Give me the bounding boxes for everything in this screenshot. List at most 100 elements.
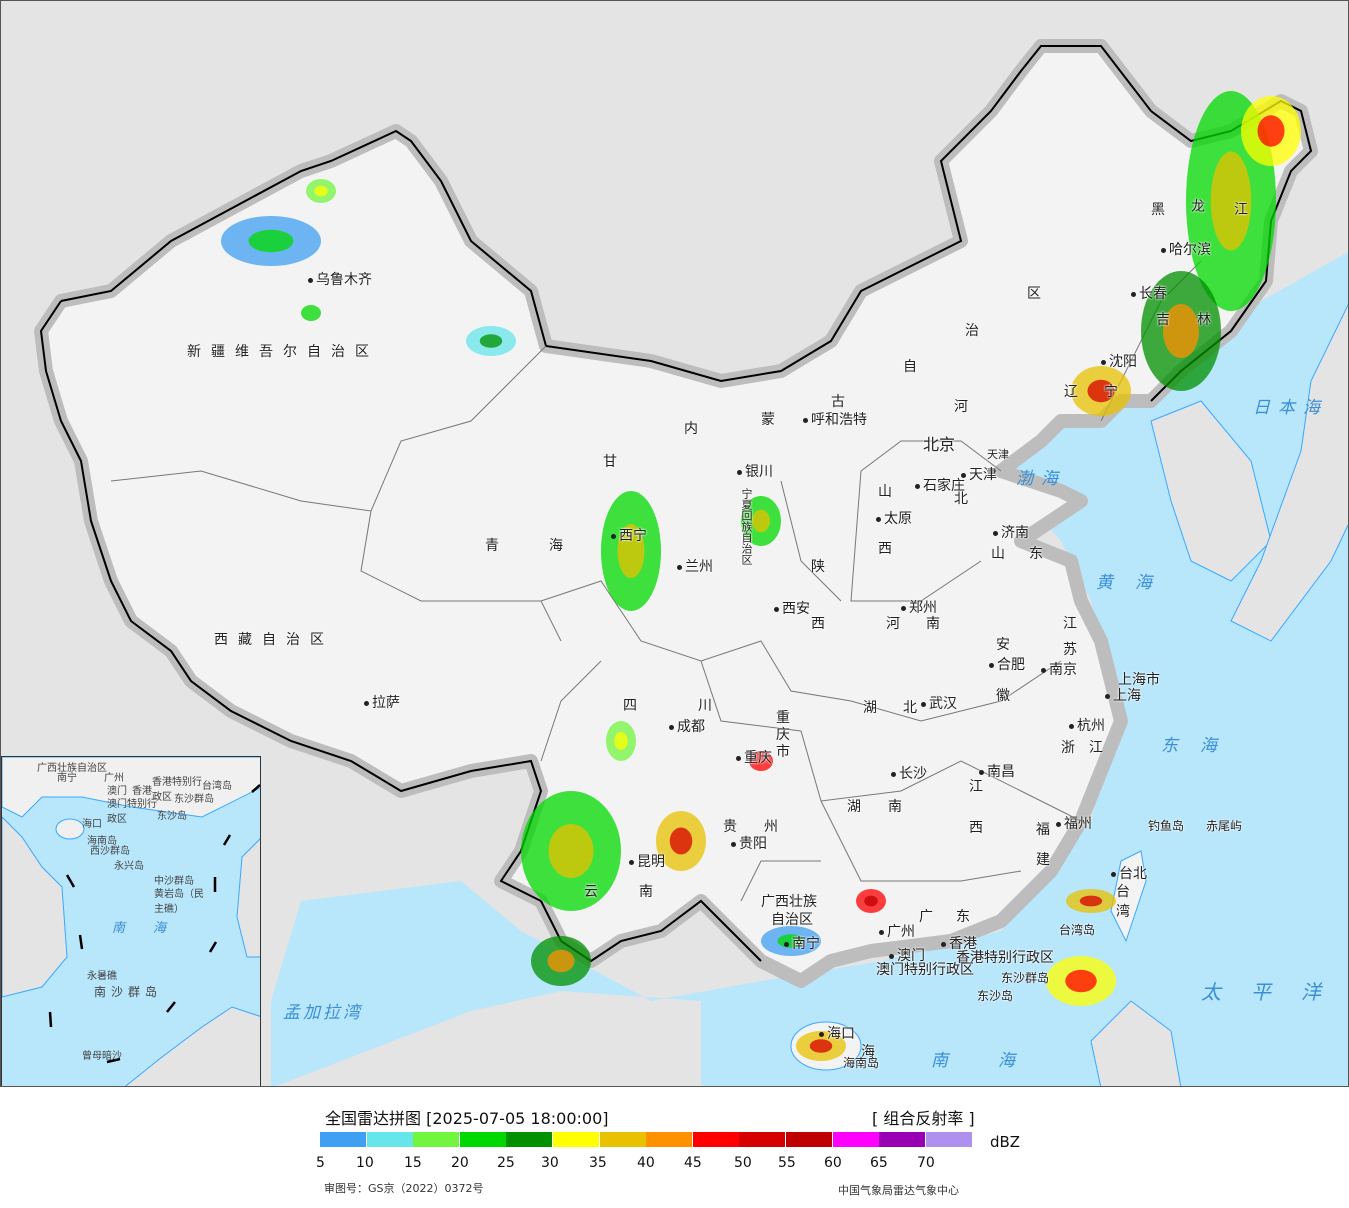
city-label: 杭州 [1069, 715, 1105, 735]
city-label: 哈尔滨 [1161, 239, 1211, 259]
inset-label: 广西壮族自治区 [37, 763, 107, 774]
color-swatch [459, 1132, 506, 1147]
sea-label: 南海 [931, 1051, 1065, 1071]
province-label: 徽 [996, 688, 1010, 704]
color-swatch [925, 1132, 972, 1147]
legend-panel [0, 1087, 1349, 1208]
city-label: 台北 [1111, 863, 1147, 883]
province-label: 海 [861, 1044, 875, 1060]
inset-label: 香港 [132, 786, 152, 797]
province-label: 北 [903, 700, 917, 716]
tick-label: 20 [451, 1155, 469, 1171]
province-label: 澳门特别行政区 [876, 962, 974, 978]
island-label: 赤尾屿 [1206, 819, 1243, 833]
province-label: 广西壮族 [761, 894, 817, 910]
city-label: 太原 [876, 508, 912, 528]
inset-canvas [2, 757, 260, 1086]
city-label: 香港 [941, 933, 977, 953]
color-swatch [320, 1132, 366, 1147]
province-label: 州 [764, 819, 778, 835]
tick-label: 10 [356, 1155, 374, 1171]
inset-label: 南沙群岛 [94, 985, 163, 999]
radar-echo [1163, 304, 1199, 358]
radar-echo [1087, 379, 1115, 403]
province-label: 宁 [1104, 384, 1118, 400]
tick-label: 35 [589, 1155, 607, 1171]
inset-label: 海口 [82, 819, 102, 830]
inset-label: 南宁 [57, 773, 77, 784]
radar-echo [1065, 969, 1097, 993]
island-label: 台湾岛 [1059, 923, 1096, 937]
city-label: 沈阳 [1101, 351, 1137, 371]
province-label: 黑 [1151, 202, 1165, 218]
province-label: 江 [1089, 740, 1103, 756]
province-label: 西 [878, 541, 892, 557]
inset-label: 西沙群岛 [90, 846, 130, 857]
province-label: 庆 [776, 727, 790, 743]
inset-land [2, 757, 260, 818]
province-label: 河 [886, 616, 900, 632]
color-swatch [692, 1132, 739, 1147]
province-label: 吉 [1156, 312, 1170, 328]
province-label: 安 [996, 637, 1010, 653]
color-swatch [739, 1132, 786, 1147]
sea-label: 日本海 [1253, 398, 1328, 418]
city-label: 天津 [961, 464, 997, 484]
product-name: [ 组合反射率 ] [872, 1109, 975, 1128]
province-label: 东 [956, 909, 970, 925]
city-label: 成都 [669, 716, 705, 736]
province-label: 青海 [485, 538, 613, 554]
inset-label: 黄岩岛（民主礁） [154, 889, 204, 915]
sea-label: 渤海 [1016, 469, 1066, 489]
inset-label: 香港特别行政区 [152, 777, 202, 803]
radar-echo [548, 824, 594, 878]
philippines-land [1090, 1000, 1182, 1086]
radar-echo [669, 827, 693, 855]
radar-map[interactable]: 新疆维吾尔自治区 西藏自治区 青海 甘 内 蒙 古 自 治 区 黑 龙 江 吉 … [0, 0, 1349, 1087]
tick-label: 50 [734, 1155, 752, 1171]
province-label: 新疆维吾尔自治区 [187, 344, 379, 360]
province-label: 西 [811, 616, 825, 632]
sea-label: 太平洋 [1201, 980, 1349, 1004]
province-label: 广 [919, 909, 933, 925]
province-label: 川 [698, 698, 712, 714]
city-label: 西宁 [611, 525, 647, 545]
color-swatch [786, 1132, 832, 1147]
province-label: 湖 [863, 700, 877, 716]
south-china-sea-inset: 广西壮族自治区 南宁 广州 澳门 香港 香港特别行政区 澳门特别行政区 东沙群岛… [1, 756, 261, 1086]
radar-echo [1257, 115, 1285, 147]
approval-number: 审图号：GS京（2022）0372号 [324, 1182, 484, 1195]
sea-area [271, 252, 1348, 1086]
tick-label: 55 [778, 1155, 796, 1171]
province-label: 古 [831, 394, 845, 410]
radar-echo [248, 229, 294, 253]
inset-land-east [236, 838, 260, 958]
city-label: 南京 [1041, 659, 1077, 679]
province-label: 区 [1027, 286, 1041, 302]
city-label: 西安 [774, 598, 810, 618]
province-label: 南 [888, 799, 902, 815]
inset-label: 永兴岛 [114, 861, 144, 872]
inset-label: 曾母暗沙 [82, 1051, 122, 1062]
province-label: 云 [584, 884, 598, 900]
province-label: 东 [1029, 546, 1043, 562]
province-label: 香港特别行政区 [956, 950, 1054, 966]
province-label: 上海市 [1118, 672, 1160, 688]
city-label: 上海 [1105, 685, 1141, 705]
tick-label: 30 [541, 1155, 559, 1171]
province-label: 重 [776, 710, 790, 726]
sea-label: 孟加拉湾 [283, 1003, 363, 1023]
sea-label: 东海 [1161, 736, 1239, 756]
city-label: 福州 [1056, 813, 1092, 833]
province-label: 南 [639, 884, 653, 900]
city-label: 海口 [819, 1023, 855, 1043]
province-label: 辽 [1064, 384, 1078, 400]
tick-label: 65 [870, 1155, 888, 1171]
province-label: 西 [969, 820, 983, 836]
province-label: 宁夏回族自治区 [740, 488, 753, 565]
color-swatch [506, 1132, 553, 1147]
color-swatch [646, 1132, 693, 1147]
inset-label: 东沙群岛 [174, 794, 214, 805]
province-label: 南 [926, 616, 940, 632]
color-swatch [599, 1132, 646, 1147]
